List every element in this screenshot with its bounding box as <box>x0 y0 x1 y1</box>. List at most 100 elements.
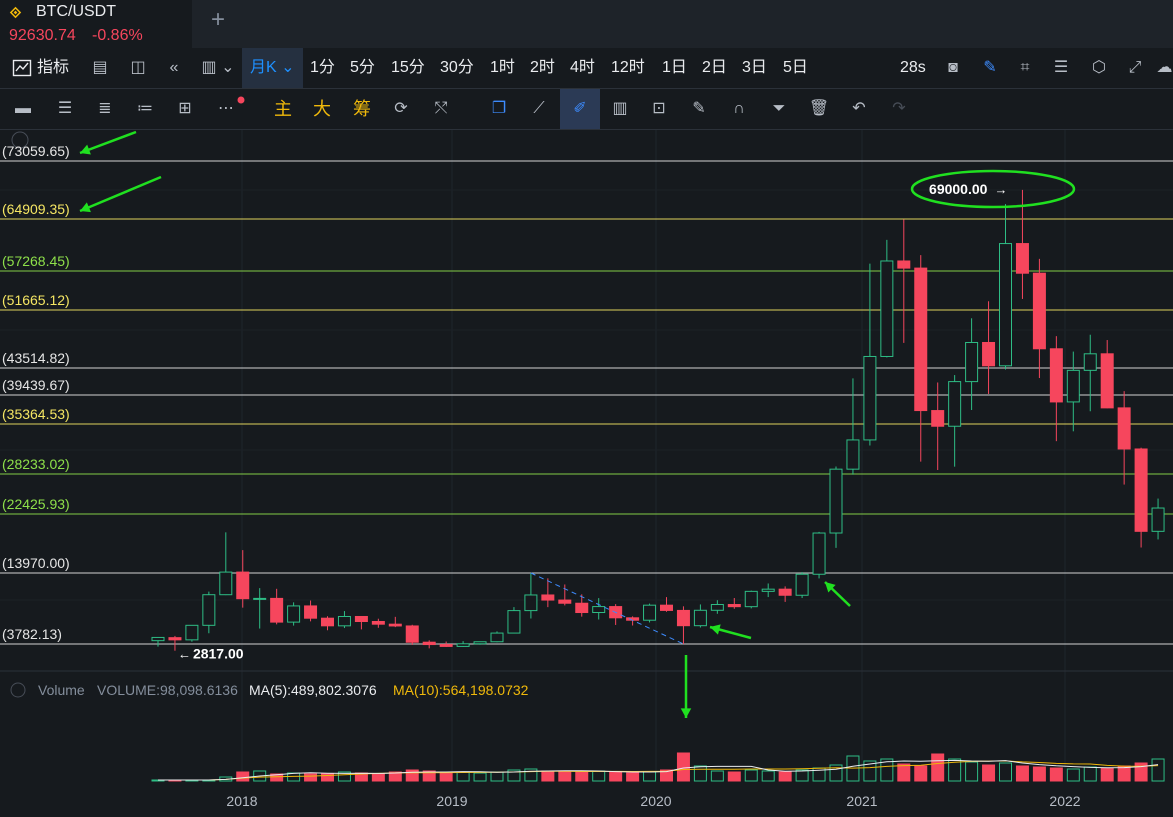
candle-2019-06[interactable] <box>524 573 538 619</box>
camera-icon[interactable]: ◙ <box>948 59 958 76</box>
candle-2020-03[interactable] <box>676 606 690 645</box>
candle-2021-09[interactable] <box>982 301 996 394</box>
candle-2018-01[interactable] <box>236 550 250 608</box>
list-icon[interactable]: ☰ <box>1053 59 1069 76</box>
lock-icon[interactable]: ⊡ <box>652 100 666 117</box>
crop-icon[interactable]: ⌗ <box>1020 59 1030 76</box>
candle-2018-05[interactable] <box>304 600 318 622</box>
candle-2018-03[interactable] <box>270 588 284 625</box>
candle-2020-08[interactable] <box>761 583 775 598</box>
candle-2021-04[interactable] <box>897 219 911 343</box>
candle-2020-07[interactable] <box>744 590 758 609</box>
candle-2019-08[interactable] <box>558 584 572 606</box>
candle-2021-11[interactable] <box>1015 189 1029 299</box>
horizontal-ray-icon[interactable]: ▬ <box>15 100 31 117</box>
candle-2019-12[interactable] <box>626 616 640 626</box>
settings-icon[interactable]: ⬡ <box>1092 59 1106 76</box>
replay-icon[interactable]: « <box>169 59 179 76</box>
candle-2019-03[interactable] <box>473 641 487 645</box>
indicator-chart-icon[interactable] <box>12 58 32 78</box>
strategy-icon[interactable]: ⤲ <box>434 100 448 117</box>
big-order-button[interactable]: 大 <box>313 99 331 119</box>
candle-2019-02[interactable] <box>456 641 470 647</box>
parallel-lines-icon[interactable]: ☰ <box>57 100 73 117</box>
candle-2018-10[interactable] <box>388 616 402 628</box>
measure-box-icon[interactable]: ⊞ <box>178 100 192 117</box>
candle-2018-04[interactable] <box>287 602 301 626</box>
edit-icon[interactable]: ✎ <box>692 100 706 117</box>
chip-distribution-button[interactable]: 筹 <box>353 99 371 119</box>
collapse-circle-icon[interactable] <box>11 131 29 149</box>
cloud-icon[interactable]: ☁ <box>1156 59 1173 76</box>
candle-2021-03[interactable] <box>880 239 894 358</box>
magnet-icon[interactable]: ∩ <box>733 100 745 117</box>
candle-2020-10[interactable] <box>795 572 809 599</box>
interval-active[interactable]: 月K ⌄ <box>242 48 303 88</box>
candle-2018-06[interactable] <box>321 616 334 631</box>
layout-icon[interactable]: ◫ <box>130 59 146 76</box>
calendar-icon[interactable]: ▤ <box>92 59 108 76</box>
candle-2019-05[interactable] <box>507 607 521 634</box>
candle-2021-02[interactable] <box>863 263 877 446</box>
candles-icon[interactable]: ▥ <box>612 100 628 117</box>
candle-2020-06[interactable] <box>727 598 741 609</box>
candle-2021-12[interactable] <box>1032 258 1046 379</box>
candle-2018-07[interactable] <box>337 611 351 629</box>
candle-2020-02[interactable] <box>660 597 673 612</box>
interval-1h[interactable]: 1时 <box>490 59 515 76</box>
candle-2018-12[interactable] <box>422 640 436 649</box>
interval-3d[interactable]: 3日 <box>742 59 767 76</box>
candle-2020-05[interactable] <box>710 600 724 614</box>
candle-2020-09[interactable] <box>778 586 792 602</box>
main-indicator-button[interactable]: 主 <box>274 99 292 119</box>
interval-2d[interactable]: 2日 <box>702 59 727 76</box>
candle-2019-07[interactable] <box>541 578 555 608</box>
candle-2021-07[interactable] <box>948 375 962 467</box>
interval-2h[interactable]: 2时 <box>530 59 555 76</box>
candle-2017-08[interactable] <box>151 636 165 647</box>
symbol-tab[interactable]: BTC/USDT 92630.74 -0.86% <box>0 0 192 48</box>
chart-type-icon[interactable]: ▥ ⌄ <box>201 59 235 76</box>
candle-2021-06[interactable] <box>931 382 945 470</box>
redo-icon[interactable]: ↷ <box>892 100 906 117</box>
candle-2022-02[interactable] <box>1066 351 1080 432</box>
candle-2018-08[interactable] <box>354 615 368 630</box>
candle-2019-09[interactable] <box>575 594 589 617</box>
fullscreen-icon[interactable]: ⤢ <box>1128 59 1142 76</box>
interval-12h[interactable]: 12时 <box>611 59 645 76</box>
indicators-button[interactable]: 指标 <box>37 59 70 76</box>
interval-4h[interactable]: 4时 <box>570 59 595 76</box>
interval-15m[interactable]: 15分 <box>391 59 425 76</box>
draw-mode-icon[interactable]: ✐ <box>560 89 600 129</box>
candle-2022-01[interactable] <box>1049 336 1063 442</box>
candle-2018-09[interactable] <box>371 618 385 628</box>
candle-2020-01[interactable] <box>643 603 657 623</box>
candle-2019-01[interactable] <box>439 641 453 648</box>
undo-icon[interactable]: ↶ <box>852 100 866 117</box>
candle-2021-08[interactable] <box>965 318 979 410</box>
ruler-icon[interactable]: ⟋ <box>533 100 545 117</box>
candle-2017-12[interactable] <box>219 532 233 596</box>
candle-2020-04[interactable] <box>693 604 707 628</box>
chart-canvas[interactable]: 2018 2019 2020 2021 2022 (73059.65) (64909.35… <box>0 130 1173 812</box>
add-tab-button[interactable]: + <box>211 6 226 33</box>
candle-2019-11[interactable] <box>609 604 623 625</box>
fib-icon[interactable]: ≔ <box>137 100 153 117</box>
candle-2019-04[interactable] <box>490 631 504 643</box>
sync-icon[interactable]: ⟳ <box>394 100 408 117</box>
interval-1d[interactable]: 1日 <box>662 59 687 76</box>
interval-5m[interactable]: 5分 <box>350 59 375 76</box>
pen-icon[interactable]: ✎ <box>983 59 997 76</box>
candle-2018-11[interactable] <box>405 624 419 645</box>
candle-2020-12[interactable] <box>829 466 843 548</box>
candle-2017-09[interactable] <box>168 635 182 651</box>
channel-icon[interactable]: ≣ <box>98 100 112 117</box>
copy-icon[interactable]: ❐ <box>491 100 507 117</box>
candle-2017-10[interactable] <box>185 624 199 642</box>
candle-2020-11[interactable] <box>812 531 826 579</box>
candle-2022-04[interactable] <box>1100 340 1114 409</box>
trend-line-dashed[interactable] <box>530 572 684 645</box>
candle-2021-01[interactable] <box>846 378 860 475</box>
candle-2022-03[interactable] <box>1083 334 1097 412</box>
interval-5d[interactable]: 5日 <box>783 59 808 76</box>
